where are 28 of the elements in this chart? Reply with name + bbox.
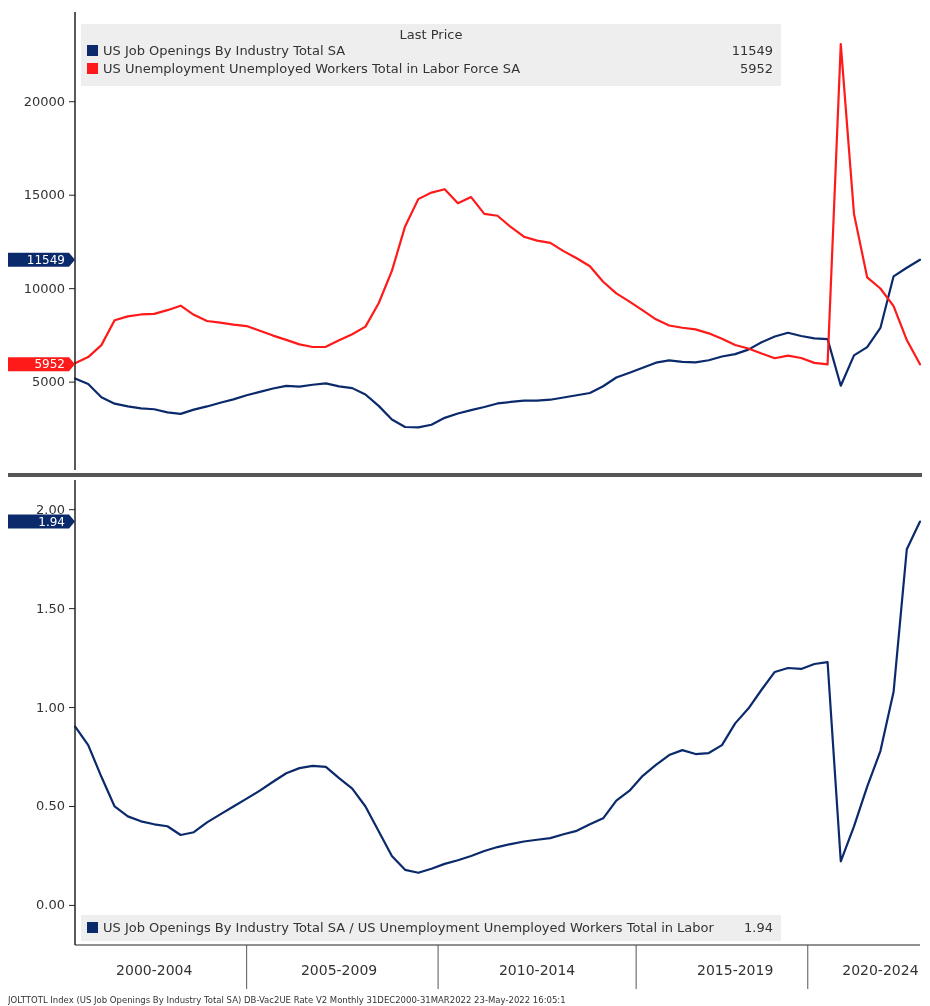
text: 11549 — [26, 252, 65, 267]
text: 1.94 — [38, 514, 65, 529]
y-tick-label: 10000 — [23, 280, 65, 296]
y-tick-label: 1.00 — [36, 699, 65, 715]
annotation: 11549 — [731, 43, 773, 58]
y-tick-label: 2.00 — [36, 501, 65, 517]
line-series — [73, 258, 922, 429]
x-tick-label: 2020-2024 — [842, 962, 919, 978]
y-tick-label: 0.50 — [36, 798, 65, 814]
x-tick-label: 2010-2014 — [498, 962, 576, 978]
y-tick-label: 5000 — [31, 374, 65, 390]
text: 5952 — [34, 357, 65, 372]
x-tick-label: 2005-2009 — [300, 962, 378, 978]
y-tick-label: 15000 — [23, 187, 65, 203]
legend-label: US Unemployment Unemployed Workers Total in Labor Force SA — [103, 61, 521, 76]
legend-label: US Job Openings By Industry Total SA / US Unemployment Unemployed Workers Total in Labor — [103, 920, 715, 935]
y-tick-label: 0.00 — [36, 897, 65, 913]
x-tick-label: 2000-2004 — [116, 962, 193, 978]
annotation: 5952 — [739, 61, 773, 76]
y-tick-label: 1.50 — [36, 600, 65, 616]
legend-title: Last Price — [399, 27, 463, 42]
line-series — [73, 43, 922, 366]
line-series — [73, 520, 922, 874]
legend-label: US Job Openings By Industry Total SA — [103, 43, 346, 58]
text: JOLTTOTL Index (US Job Openings By Industry Total SA) DB-Vac2UE Rate V2 Monthly 31DEC2000-31MAR2022 23-May-2022 16:05:1 — [7, 995, 566, 1005]
y-tick-label: 20000 — [23, 93, 65, 109]
annotation: 1.94 — [744, 920, 773, 935]
x-tick-label: 2015-2019 — [697, 962, 774, 978]
